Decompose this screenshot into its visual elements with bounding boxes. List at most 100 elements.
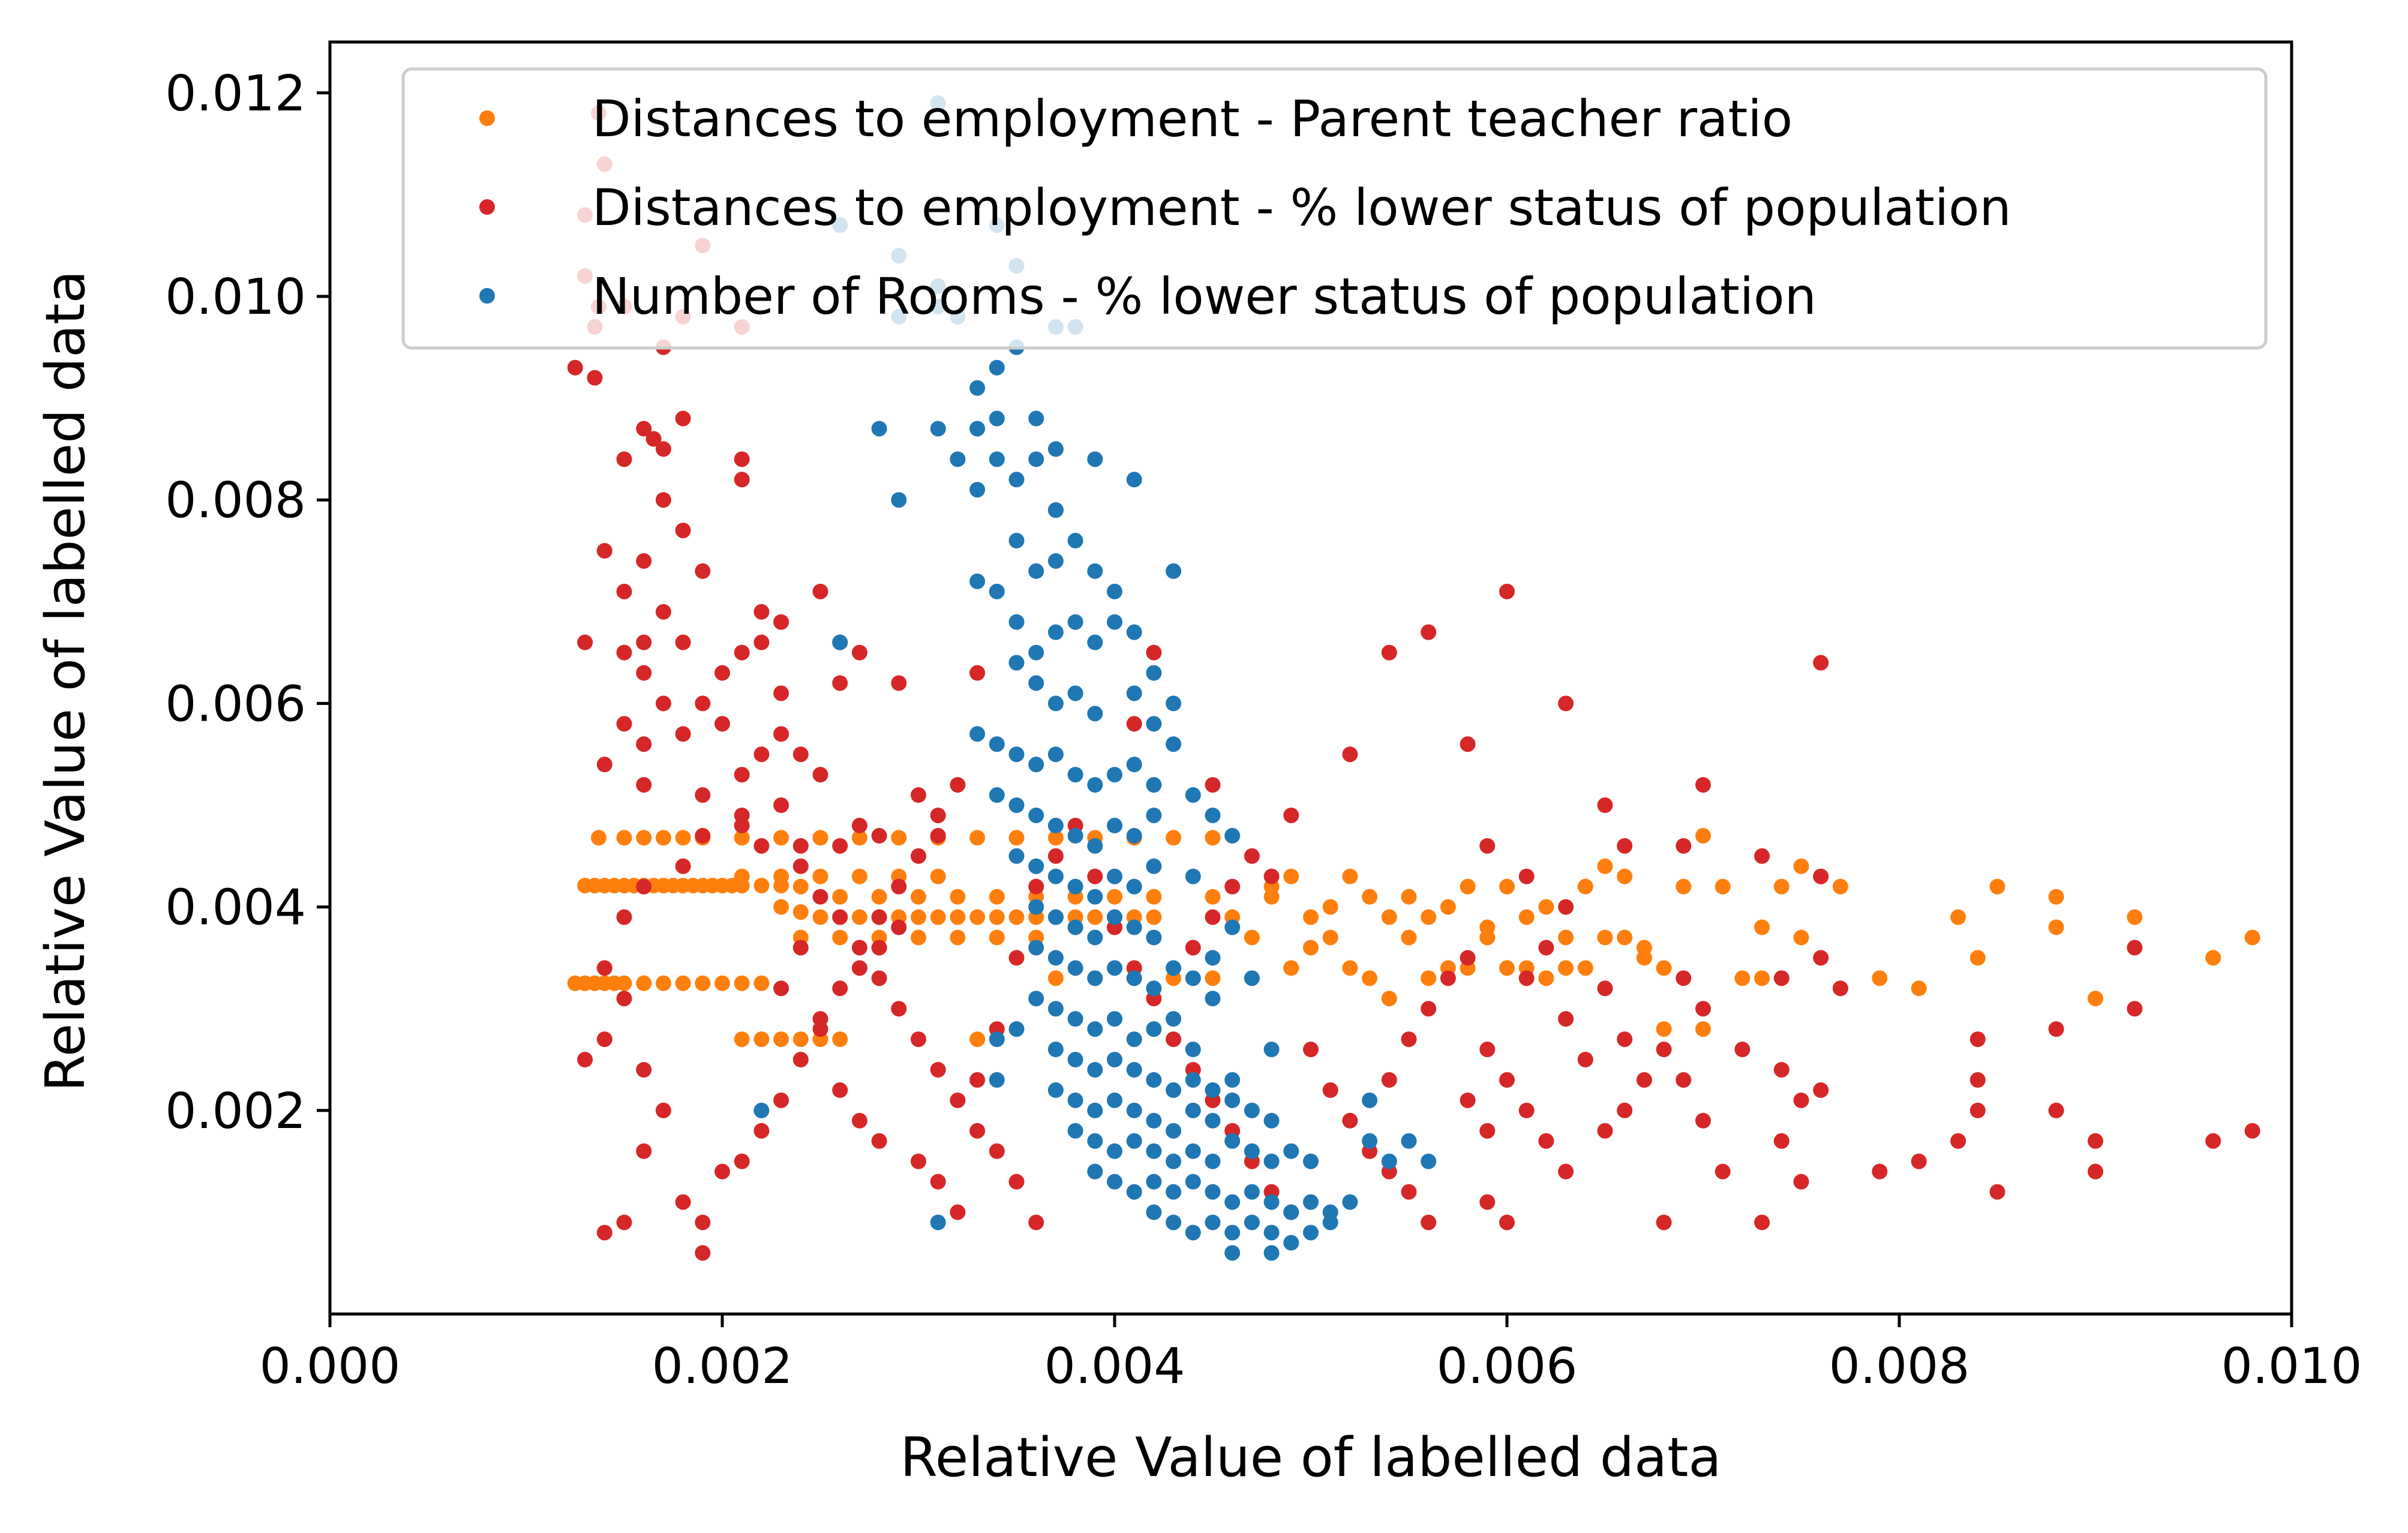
data-point	[969, 726, 986, 742]
data-point	[1028, 757, 1044, 773]
data-point	[1440, 899, 1456, 915]
data-point	[2048, 919, 2064, 935]
data-point	[1126, 1133, 1142, 1149]
data-point	[1263, 1042, 1280, 1058]
data-point	[1087, 451, 1103, 467]
data-point	[930, 827, 946, 844]
data-point	[1558, 1011, 1574, 1027]
data-point	[1813, 1082, 1829, 1098]
data-point	[1479, 838, 1496, 854]
data-point	[832, 634, 848, 650]
data-point	[636, 665, 652, 681]
data-point	[1107, 1092, 1122, 1108]
legend-marker	[479, 199, 495, 215]
data-point	[1047, 868, 1064, 884]
data-point	[851, 868, 867, 884]
data-point	[969, 482, 986, 498]
data-point	[1636, 950, 1652, 966]
data-point	[1205, 970, 1221, 986]
series-1	[567, 105, 2260, 1261]
data-point	[1107, 1052, 1122, 1067]
data-point	[2205, 1133, 2221, 1149]
data-point	[1322, 1214, 1338, 1231]
data-point	[969, 1123, 986, 1139]
data-point	[1263, 1153, 1280, 1169]
data-point	[1126, 1184, 1142, 1200]
data-point	[734, 472, 750, 488]
data-point	[2205, 950, 2221, 966]
data-point	[1146, 1072, 1162, 1088]
data-point	[1146, 1021, 1162, 1037]
data-point	[1126, 1031, 1142, 1048]
data-point	[1518, 970, 1535, 986]
data-point	[1107, 767, 1122, 783]
x-tick-label: 0.002	[652, 1338, 793, 1395]
data-point	[596, 960, 612, 976]
data-point	[930, 868, 946, 884]
data-point	[812, 583, 828, 599]
data-point	[636, 736, 652, 752]
data-point	[1263, 1112, 1280, 1129]
data-point	[1126, 1102, 1142, 1118]
data-point	[1185, 1143, 1201, 1159]
data-point	[1283, 1235, 1299, 1251]
data-point	[1087, 1061, 1103, 1078]
data-point	[1715, 878, 1731, 895]
data-point	[2048, 1102, 2064, 1118]
data-point	[1322, 929, 1338, 946]
data-point	[714, 975, 730, 991]
x-tick-label: 0.000	[260, 1338, 401, 1395]
data-point	[1303, 1225, 1319, 1241]
data-point	[1499, 960, 1515, 976]
data-point	[911, 889, 926, 905]
data-point	[773, 685, 789, 701]
data-point	[1166, 1011, 1182, 1027]
data-point	[675, 1194, 691, 1210]
data-point	[1244, 848, 1260, 864]
data-point	[1244, 970, 1260, 986]
data-point	[1067, 827, 1083, 844]
data-point	[675, 858, 691, 874]
data-point	[1185, 1174, 1201, 1190]
data-point	[1047, 624, 1064, 640]
data-point	[1832, 980, 1848, 997]
data-point	[753, 746, 770, 763]
data-point	[1263, 1245, 1280, 1261]
data-point	[695, 695, 711, 712]
data-point	[753, 1102, 770, 1118]
data-point	[792, 858, 809, 874]
data-point	[1676, 878, 1692, 895]
data-point	[655, 695, 671, 712]
data-point	[1617, 1102, 1633, 1118]
data-point	[655, 1102, 671, 1118]
data-point	[1283, 1204, 1299, 1220]
data-point	[590, 830, 606, 846]
legend-label: Number of Rooms - % lower status of popu…	[592, 267, 1816, 326]
data-point	[1028, 899, 1044, 915]
data-point	[1087, 1163, 1103, 1180]
data-point	[1087, 970, 1103, 986]
data-point	[1107, 817, 1122, 833]
data-point	[675, 726, 691, 742]
data-point	[871, 1133, 887, 1149]
data-point	[1107, 614, 1122, 630]
data-point	[734, 644, 750, 661]
data-point	[1421, 1214, 1437, 1231]
data-point	[734, 975, 750, 991]
data-point	[950, 451, 966, 467]
data-point	[851, 1112, 867, 1129]
data-point	[812, 830, 828, 846]
data-point	[1597, 980, 1613, 997]
legend-label: Distances to employment - Parent teacher…	[592, 89, 1793, 148]
data-point	[636, 421, 652, 437]
data-point	[1401, 929, 1417, 946]
data-point	[773, 1092, 789, 1108]
data-point	[851, 940, 867, 956]
legend-marker	[479, 110, 495, 126]
data-point	[1734, 1042, 1751, 1058]
data-point	[1656, 1214, 1672, 1231]
data-point	[714, 1163, 730, 1180]
data-point	[1047, 817, 1064, 833]
data-point	[1303, 940, 1319, 956]
